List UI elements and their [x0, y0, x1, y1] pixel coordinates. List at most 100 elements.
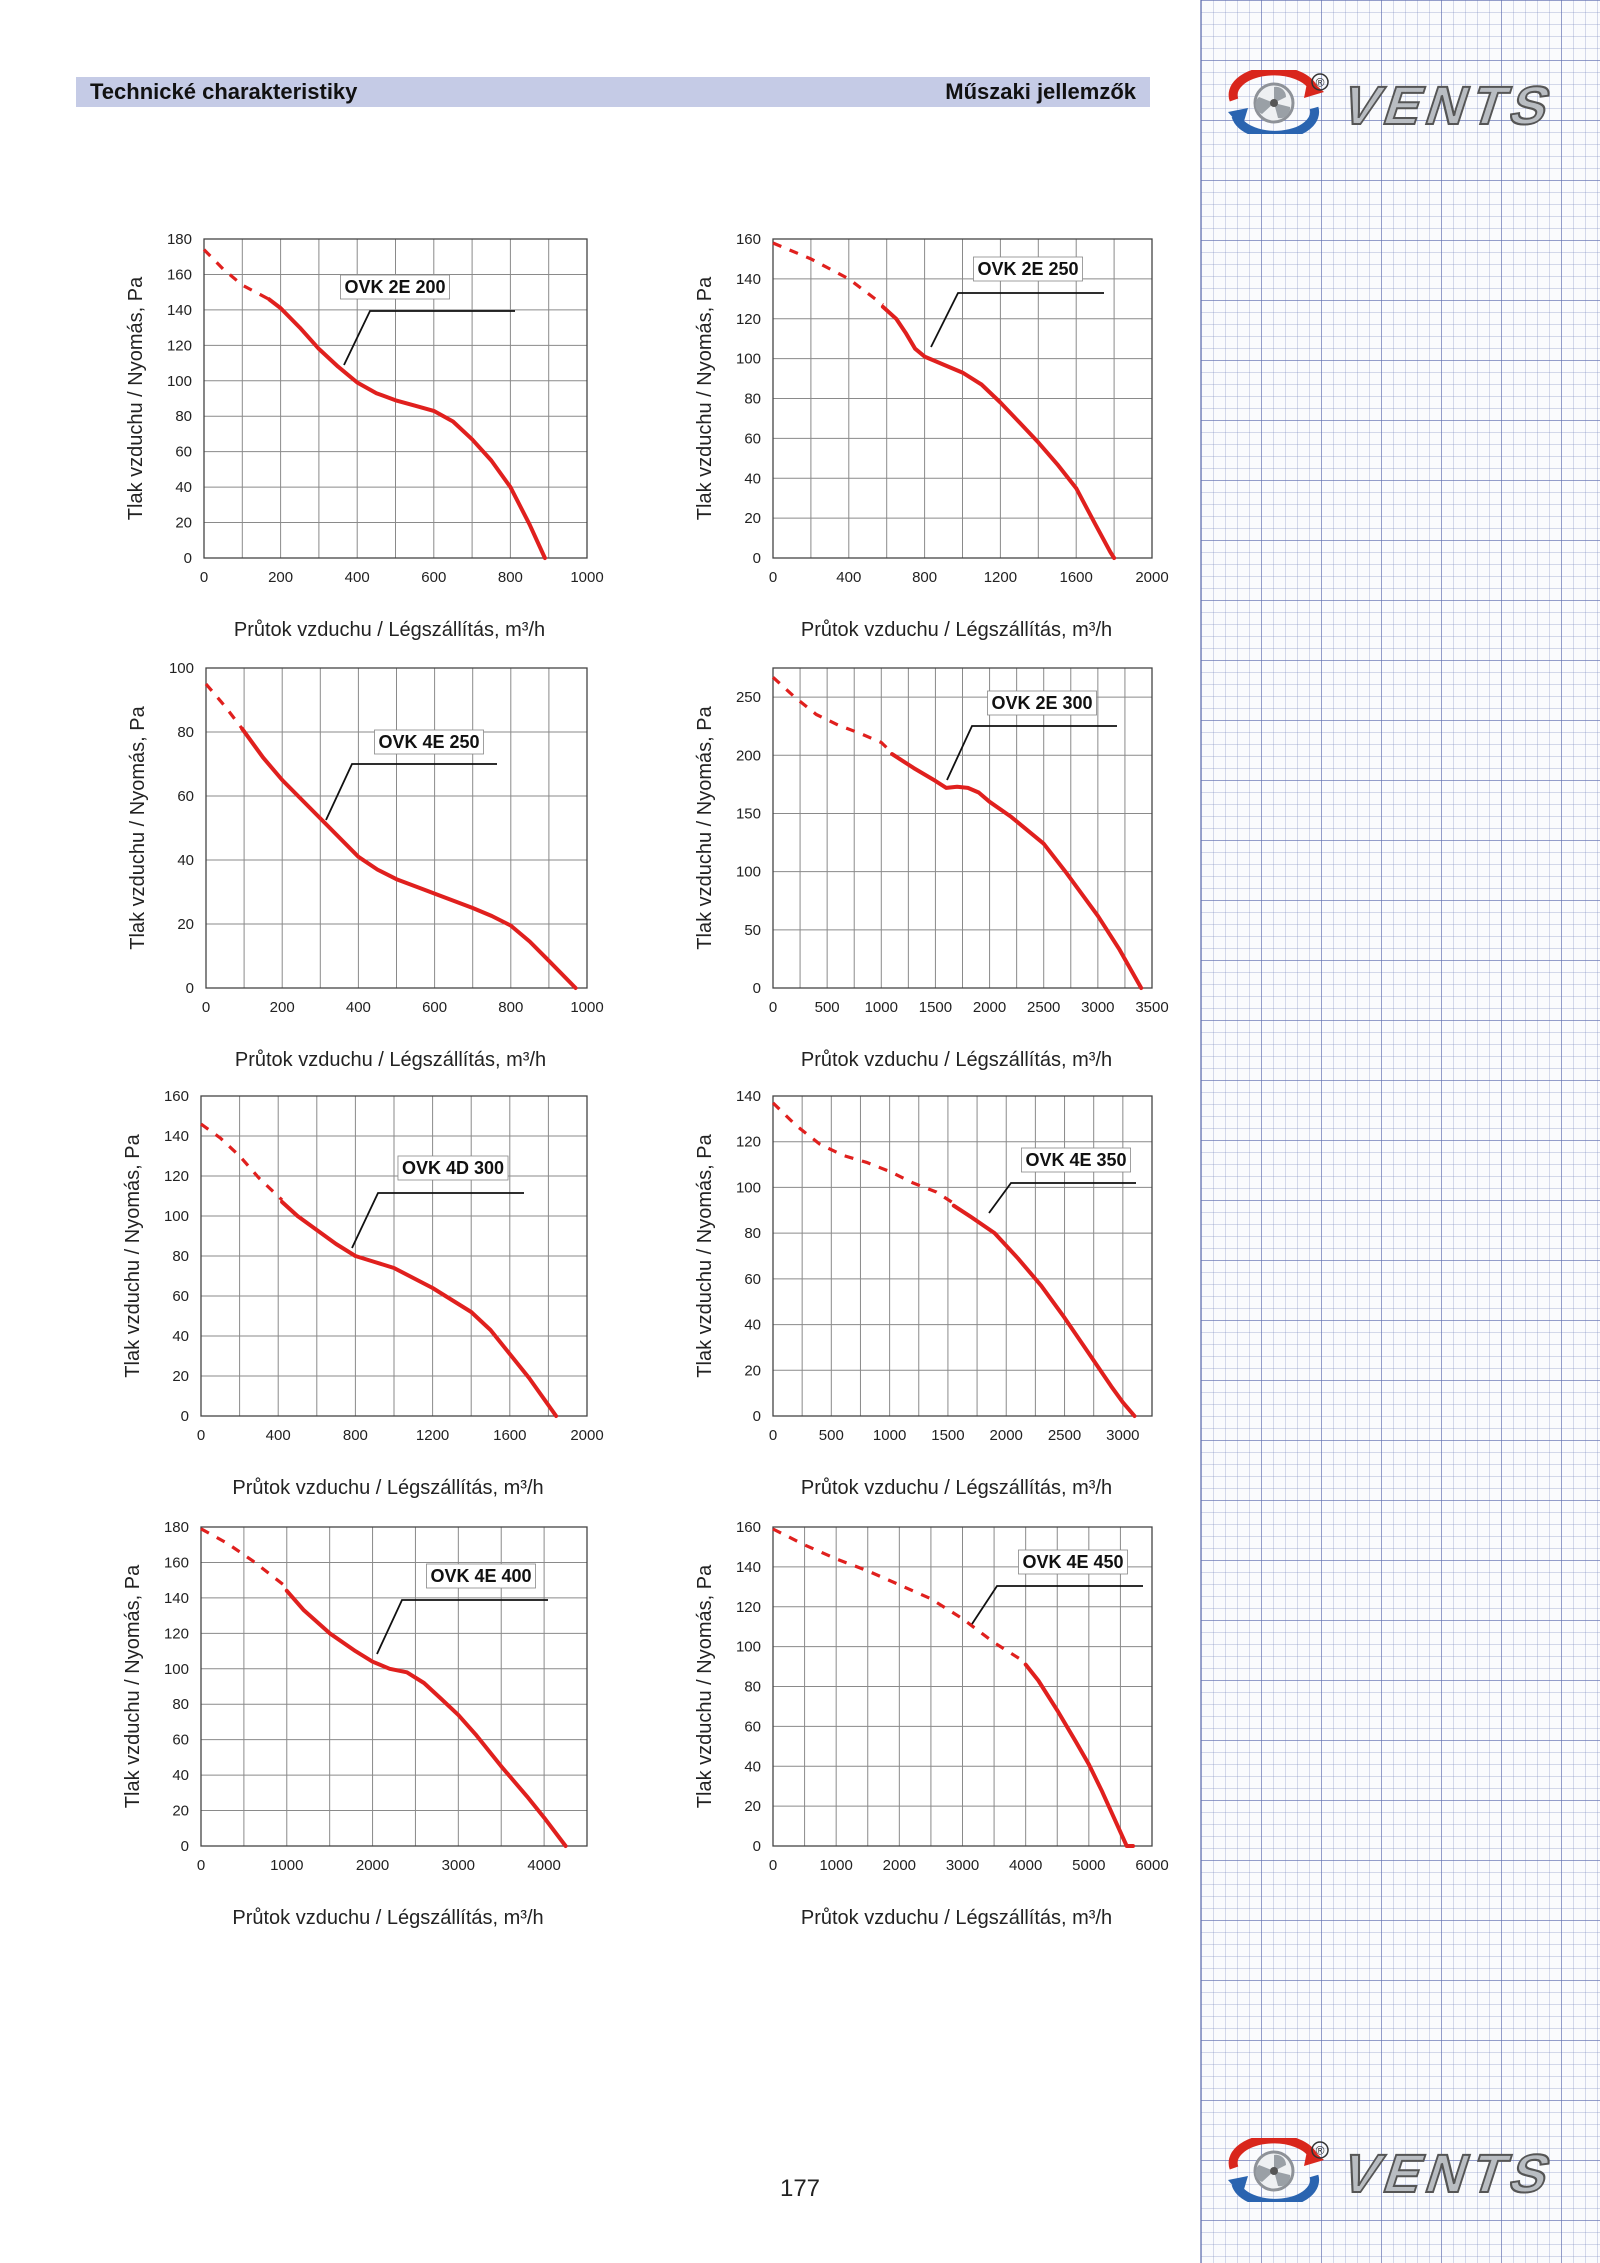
x-tick-label: 3000 — [442, 1857, 475, 1874]
y-tick-label: 140 — [167, 302, 192, 319]
x-tick-label: 2000 — [990, 1427, 1023, 1444]
x-tick-label: 1500 — [919, 999, 952, 1016]
y-tick-label: 40 — [175, 479, 192, 496]
chart-8: 0 1000 2000 3000 4000 5000 6000 0 20 40 60 80 100 120… — [694, 1519, 1169, 1929]
chart-5: 0 400 800 1200 1600 2000 0 20 40 60 80 100 120 140 160… — [122, 1088, 604, 1499]
x-tick-label: 3000 — [1106, 1427, 1139, 1444]
y-tick-label: 0 — [753, 980, 761, 997]
y-tick-label: 80 — [744, 391, 761, 408]
y-axis-title: Tlak vzduchu / Nyomás, Pa — [694, 1133, 716, 1377]
x-tick-label: 0 — [769, 569, 777, 586]
svg-text:®: ® — [1316, 2144, 1325, 2158]
x-tick-label: 2500 — [1027, 999, 1060, 1016]
curve-solid — [880, 304, 1117, 560]
y-tick-label: 80 — [744, 1679, 761, 1696]
x-axis-title: Průtok vzduchu / Légszállítás, m³/h — [232, 1907, 543, 1929]
x-axis-title: Průtok vzduchu / Légszállítás, m³/h — [235, 1049, 546, 1071]
x-tick-label: 1500 — [931, 1427, 964, 1444]
curve-dashed — [771, 1101, 955, 1205]
x-tick-label: 600 — [422, 999, 447, 1016]
y-axis-title: Tlak vzduchu / Nyomás, Pa — [694, 1564, 716, 1808]
charts-area: 0 200 400 600 800 100002040608010012014016018… — [122, 231, 1169, 1929]
y-tick-label: 80 — [177, 724, 194, 741]
registered-mark: ® — [1311, 2141, 1329, 2159]
model-label-box — [374, 729, 484, 755]
y-tick-label: 40 — [172, 1767, 189, 1784]
plot-frame — [200, 1095, 588, 1417]
y-tick-label: 0 — [753, 550, 761, 567]
fan-emblem-icon — [1228, 70, 1324, 134]
model-label-box — [973, 256, 1083, 282]
y-tick-label: 80 — [175, 408, 192, 425]
chart-2: 0 400 800 1200 1600 2000 0 20 40 60 80 100 120 140 160… — [694, 231, 1169, 641]
header-left-title: Technické charakteristiky — [90, 79, 358, 104]
y-tick-label: 40 — [744, 1758, 761, 1775]
x-tick-label: 400 — [266, 1427, 291, 1444]
y-tick-label: 160 — [736, 1519, 761, 1536]
y-tick-label: 20 — [744, 1798, 761, 1815]
model-label-box — [1021, 1147, 1131, 1173]
chart-4: 0 500 1000 1500 2000 2500 3000 3500 0 50 100 150 200… — [694, 667, 1169, 1071]
y-tick-label: 0 — [753, 1838, 761, 1855]
x-axis-title: Průtok vzduchu / Légszállítás, m³/h — [801, 1477, 1112, 1499]
x-tick-label: 4000 — [527, 1857, 560, 1874]
curve-dashed — [202, 248, 270, 301]
chart-title: OVK 4D 300 — [402, 1158, 504, 1178]
x-tick-label: 0 — [197, 1427, 205, 1444]
plot-frame — [772, 238, 1153, 559]
y-tick-label: 60 — [175, 444, 192, 461]
plot-frame — [772, 1526, 1153, 1847]
x-tick-label: 200 — [268, 569, 293, 586]
model-leader-line — [343, 310, 515, 366]
y-tick-label: 20 — [744, 510, 761, 527]
model-label-box — [987, 690, 1097, 716]
x-tick-label: 1000 — [865, 999, 898, 1016]
x-tick-label: 1000 — [570, 569, 603, 586]
model-leader-line — [325, 763, 497, 821]
y-tick-label: 100 — [167, 373, 192, 390]
curve-solid — [240, 726, 578, 990]
model-leader-line — [946, 725, 1117, 781]
x-tick-label: 600 — [421, 569, 446, 586]
chart-6: 0 500 1000 1500 2000 2500 3000 0 20 40 60 80 100 120 1… — [694, 1088, 1153, 1499]
chart-3: 0 200 400 600 800 1000 0 20 40 60 80 100 Tlak vzduch… — [127, 660, 604, 1071]
brand-wordmark: VENTS — [1334, 2142, 1564, 2202]
y-tick-label: 140 — [736, 1559, 761, 1576]
curve-dashed — [772, 241, 884, 307]
x-tick-label: 1600 — [1060, 569, 1093, 586]
x-tick-label: 1200 — [416, 1427, 449, 1444]
x-tick-label: 0 — [769, 999, 777, 1016]
svg-text:VENTS: VENTS — [1335, 75, 1564, 134]
y-tick-label: 0 — [184, 550, 192, 567]
curve-dashed — [204, 682, 244, 730]
y-tick-label: 100 — [736, 864, 761, 881]
plot-frame — [772, 667, 1153, 989]
curve-solid — [951, 1203, 1137, 1418]
y-tick-label: 120 — [164, 1625, 189, 1642]
curve-solid — [267, 297, 547, 560]
x-tick-label: 3000 — [1081, 999, 1114, 1016]
y-tick-label: 100 — [164, 1661, 189, 1678]
y-tick-label: 140 — [164, 1590, 189, 1607]
model-label-box — [426, 1563, 536, 1589]
chart-title: OVK 4E 400 — [430, 1566, 531, 1586]
y-tick-label: 80 — [744, 1225, 761, 1242]
model-leader-line — [930, 292, 1104, 348]
x-tick-label: 4000 — [1009, 1857, 1042, 1874]
x-tick-label: 5000 — [1072, 1857, 1105, 1874]
x-tick-label: 800 — [912, 569, 937, 586]
y-tick-label: 0 — [753, 1408, 761, 1425]
y-tick-label: 60 — [744, 1718, 761, 1735]
x-tick-label: 800 — [343, 1427, 368, 1444]
y-tick-label: 140 — [164, 1128, 189, 1145]
model-label-box — [340, 274, 450, 300]
chart-1: 0 200 400 600 800 1000 0 20 40 60 80 100 120 140 160 18… — [125, 231, 604, 641]
curve-solid — [280, 1200, 559, 1418]
svg-text:VENTS: VENTS — [1335, 2143, 1564, 2202]
chart-title: OVK 4E 250 — [378, 732, 479, 752]
chart-title: OVK 2E 300 — [991, 693, 1092, 713]
y-tick-label: 160 — [736, 231, 761, 248]
x-tick-label: 3500 — [1135, 999, 1168, 1016]
side-grid-decoration — [1200, 0, 1600, 2263]
y-tick-label: 20 — [177, 916, 194, 933]
